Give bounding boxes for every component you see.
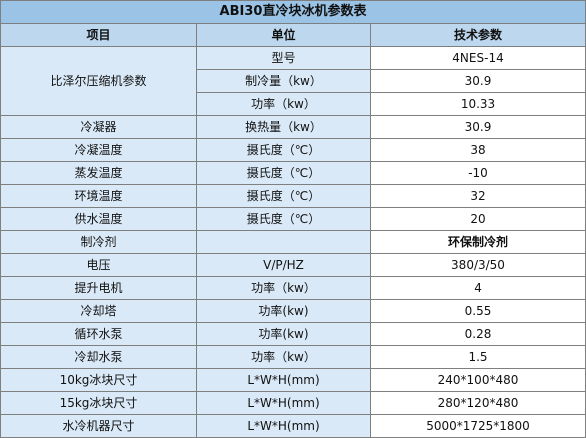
row-unit: 摄氏度（℃） — [196, 184, 371, 208]
row-value: 4 — [369, 276, 586, 300]
row-value: 4NES-14 — [369, 46, 586, 70]
header-unit: 单位 — [196, 23, 371, 47]
row-value: 0.28 — [369, 322, 586, 346]
table-row: 电压 V/P/HZ 380/3/50 — [0, 253, 586, 277]
row-unit: 功率（kw） — [196, 276, 371, 300]
row-unit: 功率（kw） — [196, 92, 371, 116]
row-value: 32 — [369, 184, 586, 208]
table-row: 15kg冰块尺寸 L*W*H(mm) 280*120*480 — [0, 391, 586, 415]
row-unit: 型号 — [196, 46, 371, 70]
header-row: 项目 单位 技术参数 — [0, 23, 586, 47]
row-item: 冷凝器 — [0, 115, 197, 139]
row-item: 制冷剂 — [0, 230, 197, 254]
row-item: 循环水泵 — [0, 322, 197, 346]
row-unit: 功率(kw) — [196, 299, 371, 323]
row-unit: 摄氏度（℃） — [196, 138, 371, 162]
row-item: 提升电机 — [0, 276, 197, 300]
table-row: 提升电机 功率（kw） 4 — [0, 276, 586, 300]
table-row: 供水温度 摄氏度（℃） 20 — [0, 207, 586, 231]
row-item: 冷却水泵 — [0, 345, 197, 369]
row-unit: V/P/HZ — [196, 253, 371, 277]
row-unit — [196, 230, 371, 254]
row-unit: 制冷量（kw） — [196, 69, 371, 93]
header-spec: 技术参数 — [369, 23, 586, 47]
table-row: 蒸发温度 摄氏度（℃） -10 — [0, 161, 586, 185]
table-row: 环境温度 摄氏度（℃） 32 — [0, 184, 586, 208]
table-row: 水冷机器尺寸 L*W*H(mm) 5000*1725*1800 — [0, 414, 586, 438]
table-row: 冷凝器 换热量（kw） 30.9 — [0, 115, 586, 139]
table-row: 循环水泵 功率(kw) 0.28 — [0, 322, 586, 346]
row-value: 20 — [369, 207, 586, 231]
row-item: 蒸发温度 — [0, 161, 197, 185]
table-row: 冷却水泵 功率（kw） 1.5 — [0, 345, 586, 369]
row-value: 280*120*480 — [369, 391, 586, 415]
header-item: 项目 — [0, 23, 197, 47]
row-value: 10.33 — [369, 92, 586, 116]
row-unit: 摄氏度（℃） — [196, 161, 371, 185]
row-value: -10 — [369, 161, 586, 185]
title-row: ABI30直冷块冰机参数表 — [0, 0, 586, 24]
row-item: 冷却塔 — [0, 299, 197, 323]
row-unit: 换热量（kw） — [196, 115, 371, 139]
row-value: 38 — [369, 138, 586, 162]
row-value: 30.9 — [369, 69, 586, 93]
table-row: 比泽尔压缩机参数 型号 4NES-14 — [0, 46, 586, 116]
row-unit: L*W*H(mm) — [196, 414, 371, 438]
compressor-group-label: 比泽尔压缩机参数 — [0, 46, 197, 116]
table-row: 制冷剂 环保制冷剂 — [0, 230, 586, 254]
table-row: 10kg冰块尺寸 L*W*H(mm) 240*100*480 — [0, 368, 586, 392]
row-unit: 功率（kw） — [196, 345, 371, 369]
row-item: 供水温度 — [0, 207, 197, 231]
row-item: 冷凝温度 — [0, 138, 197, 162]
row-unit: 摄氏度（℃） — [196, 207, 371, 231]
row-unit: L*W*H(mm) — [196, 368, 371, 392]
row-value: 环保制冷剂 — [369, 230, 586, 254]
row-unit: L*W*H(mm) — [196, 391, 371, 415]
table-row: 冷凝温度 摄氏度（℃） 38 — [0, 138, 586, 162]
row-value: 5000*1725*1800 — [369, 414, 586, 438]
row-value: 0.55 — [369, 299, 586, 323]
row-value: 1.5 — [369, 345, 586, 369]
row-item: 电压 — [0, 253, 197, 277]
row-unit: 功率(kw) — [196, 322, 371, 346]
table-row: 功率（kw） 10.33 — [1, 92, 586, 116]
table-title: ABI30直冷块冰机参数表 — [0, 0, 586, 24]
row-value: 30.9 — [369, 115, 586, 139]
row-value: 240*100*480 — [369, 368, 586, 392]
row-item: 水冷机器尺寸 — [0, 414, 197, 438]
row-value: 380/3/50 — [369, 253, 586, 277]
table-row: 冷却塔 功率(kw) 0.55 — [0, 299, 586, 323]
row-item: 15kg冰块尺寸 — [0, 391, 197, 415]
row-item: 10kg冰块尺寸 — [0, 368, 197, 392]
row-item: 环境温度 — [0, 184, 197, 208]
